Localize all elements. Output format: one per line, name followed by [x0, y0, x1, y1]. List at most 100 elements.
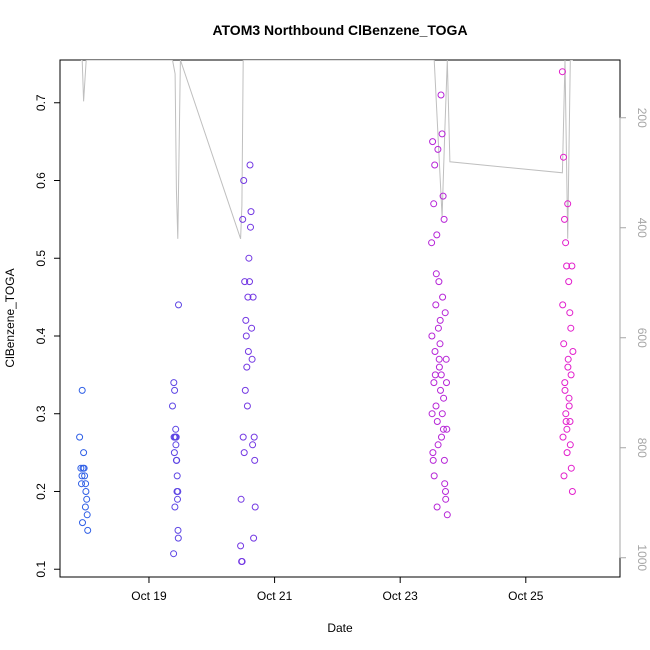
- data-point: [174, 526, 182, 534]
- y-tick-label: 0.6: [34, 172, 48, 189]
- data-point: [429, 138, 437, 146]
- data-point: [564, 355, 572, 363]
- data-point: [439, 425, 447, 433]
- y-axis-label: ClBenzene_TOGA: [3, 268, 17, 367]
- data-point: [170, 379, 178, 387]
- data-point: [241, 278, 249, 286]
- data-point: [433, 503, 441, 511]
- data-point: [171, 386, 179, 394]
- data-point: [438, 433, 445, 441]
- data-point: [171, 433, 179, 441]
- data-point: [246, 278, 253, 286]
- data-point: [170, 550, 178, 558]
- y2-tick-label: 400: [635, 218, 649, 238]
- data-point: [430, 200, 438, 208]
- x-tick-label: Oct 21: [257, 589, 293, 603]
- data-point: [243, 363, 251, 371]
- data-point: [80, 449, 88, 457]
- data-point: [169, 402, 176, 410]
- data-point: [433, 418, 441, 425]
- data-point: [443, 379, 450, 387]
- data-point: [434, 441, 442, 449]
- data-point: [82, 480, 90, 488]
- data-point: [431, 348, 439, 355]
- data-point: [79, 519, 86, 527]
- data-point: [561, 386, 569, 394]
- data-point: [440, 215, 448, 223]
- data-point: [242, 332, 250, 340]
- data-point: [175, 301, 182, 309]
- data-point: [437, 371, 445, 379]
- data-point: [435, 278, 443, 286]
- data-point: [430, 472, 438, 480]
- data-point: [565, 402, 573, 410]
- data-point: [428, 332, 436, 340]
- data-point: [172, 456, 180, 464]
- data-point: [78, 472, 86, 480]
- data-point: [560, 472, 568, 480]
- data-point: [240, 449, 248, 457]
- data-point: [251, 456, 259, 464]
- y2-axis: 200 400 600 800 1000: [619, 108, 649, 571]
- data-point: [561, 379, 569, 387]
- y-tick-label: 0.4: [34, 327, 48, 344]
- data-point: [562, 239, 570, 247]
- data-point: [81, 472, 89, 480]
- data-point: [248, 355, 256, 363]
- y-tick-label: 0.1: [34, 561, 48, 578]
- data-point: [435, 363, 443, 371]
- data-point: [566, 441, 574, 449]
- y-axis: 0.1 0.2 0.3 0.4 0.5 0.6 0.7: [34, 94, 61, 578]
- data-point: [431, 161, 439, 169]
- data-point: [433, 231, 441, 239]
- data-point: [428, 410, 436, 418]
- data-point: [83, 495, 91, 503]
- data-point: [249, 293, 257, 301]
- data-point: [439, 293, 447, 301]
- data-point: [78, 480, 85, 488]
- data-point: [442, 495, 450, 503]
- data-point: [173, 472, 181, 480]
- data-point: [77, 464, 85, 472]
- data-point: [170, 449, 178, 457]
- data-point: [243, 402, 251, 410]
- data-point: [247, 208, 255, 216]
- data-point: [564, 363, 572, 371]
- data-point: [569, 348, 577, 355]
- data-point: [434, 145, 442, 153]
- altitude-line: [80, 60, 573, 239]
- data-point: [440, 456, 448, 464]
- y-tick-label: 0.3: [34, 405, 48, 422]
- data-point: [566, 418, 574, 425]
- data-point: [563, 262, 571, 270]
- data-point: [437, 386, 444, 394]
- data-point: [435, 355, 443, 363]
- data-point: [244, 293, 252, 301]
- y2-tick-label: 1000: [635, 544, 649, 571]
- data-point: [429, 449, 437, 457]
- data-point: [432, 301, 440, 309]
- data-point: [559, 433, 567, 441]
- data-point: [436, 316, 444, 324]
- data-point: [173, 488, 181, 495]
- chart-title: ATOM3 Northbound ClBenzene_TOGA: [212, 22, 467, 38]
- data-point: [239, 215, 247, 223]
- data-point: [431, 371, 439, 379]
- data-point: [440, 394, 448, 402]
- y-tick-label: 0.7: [34, 94, 48, 111]
- data-points: [76, 68, 577, 565]
- data-point: [174, 495, 181, 503]
- data-point: [430, 379, 438, 387]
- data-point: [245, 254, 253, 262]
- data-point: [242, 316, 250, 324]
- data-point: [437, 91, 445, 99]
- y2-tick-label: 800: [635, 438, 649, 458]
- data-point: [562, 410, 570, 418]
- x-axis: Oct 19 Oct 21 Oct 23 Oct 25: [131, 576, 544, 603]
- data-point: [443, 425, 451, 433]
- data-point: [436, 340, 444, 348]
- data-point: [567, 371, 575, 379]
- data-point: [80, 464, 88, 472]
- data-point: [565, 394, 573, 402]
